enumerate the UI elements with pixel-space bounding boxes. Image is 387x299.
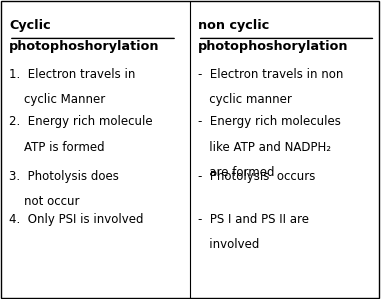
Text: non cyclic: non cyclic xyxy=(198,19,269,32)
Text: not occur: not occur xyxy=(9,196,79,208)
Text: like ATP and NADPH₂: like ATP and NADPH₂ xyxy=(198,141,331,154)
Text: -  Energy rich molecules: - Energy rich molecules xyxy=(198,115,341,129)
Text: 2.  Energy rich molecule: 2. Energy rich molecule xyxy=(9,115,152,129)
Text: photophoshorylation: photophoshorylation xyxy=(9,40,159,53)
Text: -  Electron travels in non: - Electron travels in non xyxy=(198,68,343,81)
Text: -  PS I and PS II are: - PS I and PS II are xyxy=(198,213,309,226)
Text: ATP is formed: ATP is formed xyxy=(9,141,104,154)
Text: 4.  Only PSI is involved: 4. Only PSI is involved xyxy=(9,213,144,226)
Text: Cyclic: Cyclic xyxy=(9,19,51,32)
Text: 1.  Electron travels in: 1. Electron travels in xyxy=(9,68,135,81)
Text: involved: involved xyxy=(198,238,259,251)
Text: 3.  Photolysis does: 3. Photolysis does xyxy=(9,170,119,183)
Text: cyclic manner: cyclic manner xyxy=(198,93,292,106)
Text: photophoshorylation: photophoshorylation xyxy=(198,40,348,53)
Text: cyclic Manner: cyclic Manner xyxy=(9,93,105,106)
Text: -  Photolysis  occurs: - Photolysis occurs xyxy=(198,170,315,183)
Text: are formed: are formed xyxy=(198,166,274,179)
